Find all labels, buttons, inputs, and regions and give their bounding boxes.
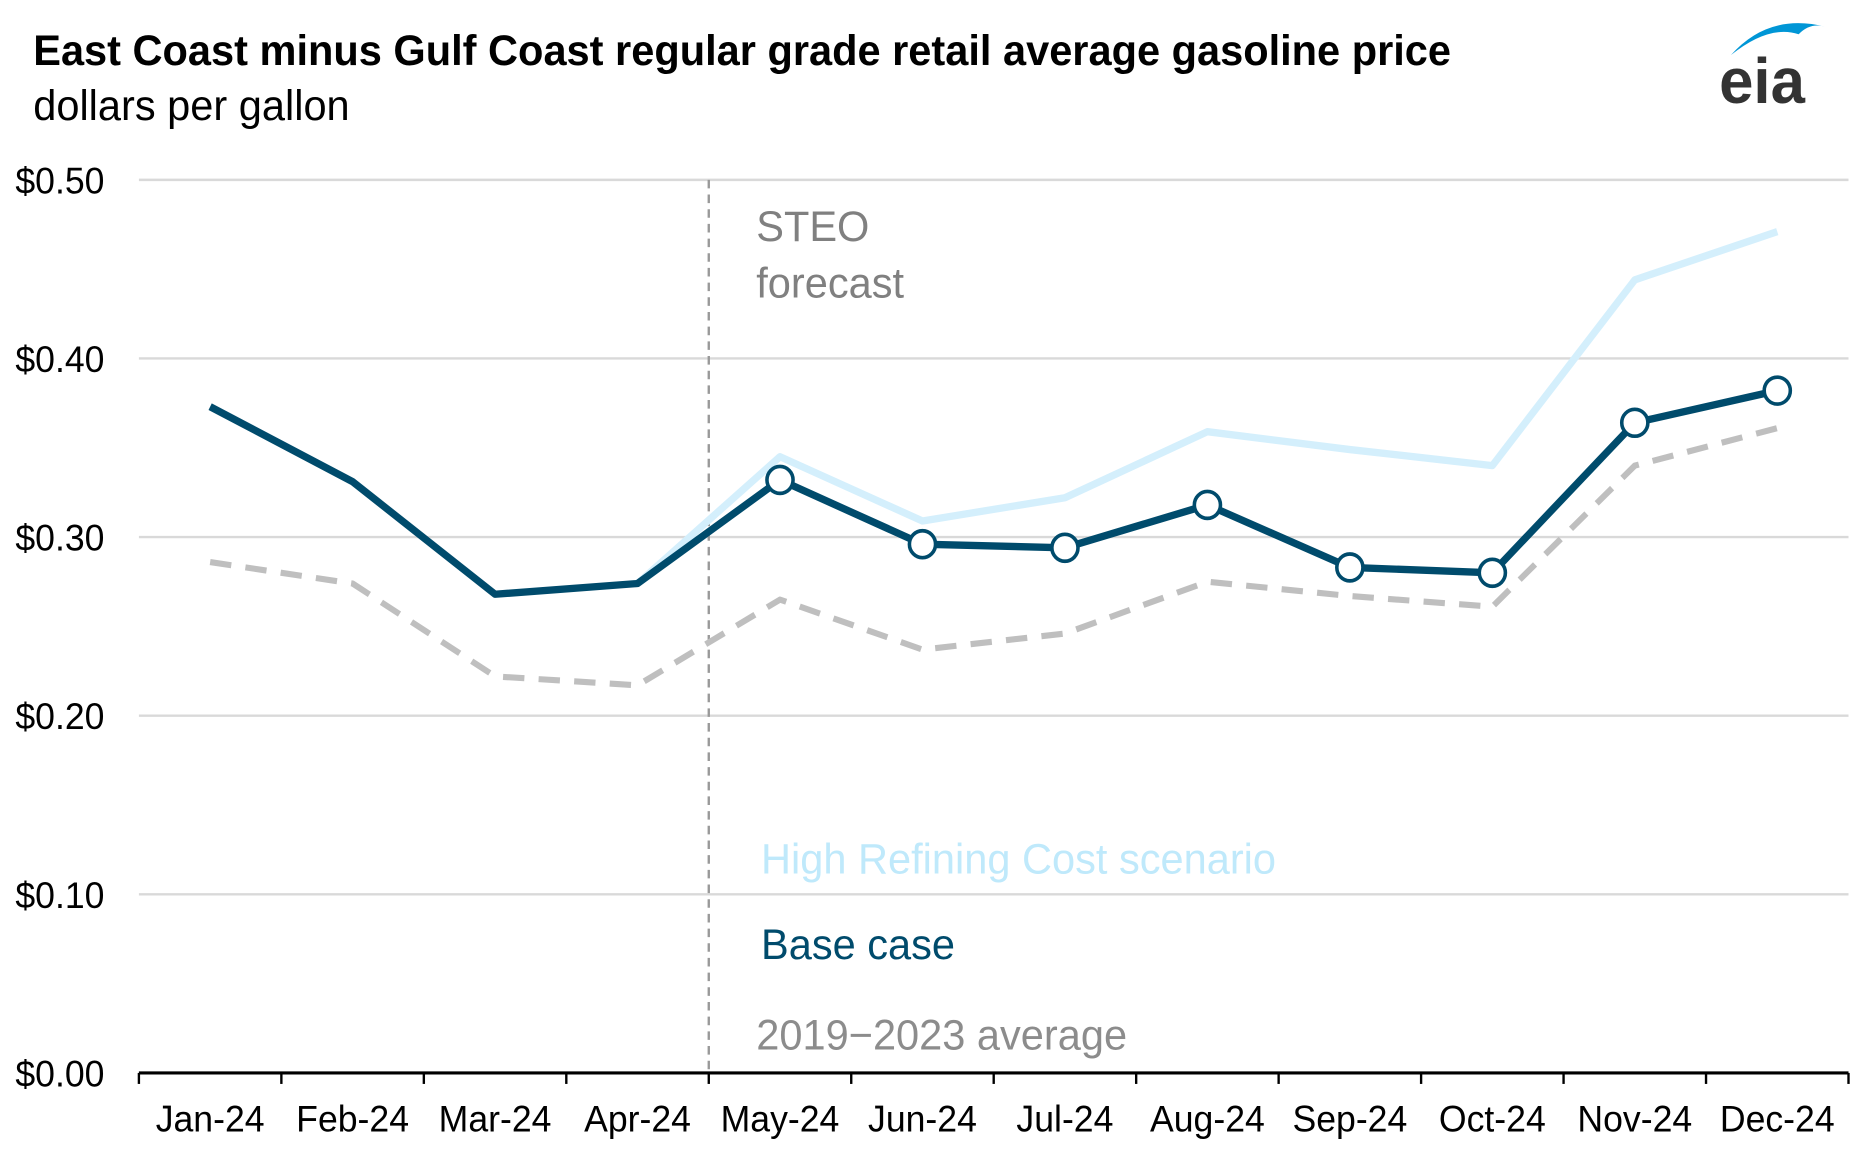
base-case-marker [907,528,938,560]
x-tick-label: Sep-24 [1292,1098,1407,1140]
x-tick-label: Jan-24 [156,1098,265,1140]
y-tick-label: $0.30 [15,517,104,559]
x-tick-label: May-24 [721,1098,840,1140]
base-case-marker [1619,407,1650,439]
forecast-label-line1: STEO [756,202,869,250]
x-tick-label: Jul-24 [1016,1098,1113,1140]
base-case-marker [1335,552,1365,583]
high-refining-cost-line [635,228,1779,587]
base-case-line [208,387,1779,598]
base-case-marker [1050,532,1080,564]
y-tick-label: $0.00 [15,1053,104,1095]
y-tick-label: $0.10 [15,874,104,916]
base-case-marker [1192,489,1223,521]
x-tick-label: Feb-24 [296,1098,409,1140]
y-tick-label: $0.50 [15,160,104,202]
x-tick-label: Apr-24 [584,1098,691,1140]
x-tick-label: Aug-24 [1150,1098,1265,1140]
chart-subtitle: dollars per gallon [33,81,349,129]
legend-base-case: Base case [761,921,955,969]
x-tick-label: Jun-24 [868,1098,977,1140]
x-tick-label: Mar-24 [439,1098,552,1140]
eia-logo: eia [1719,23,1826,117]
y-tick-label: $0.40 [15,338,104,380]
base-case-marker [1762,375,1793,406]
x-tick-label: Nov-24 [1577,1098,1692,1140]
y-tick-label: $0.20 [15,696,104,738]
base-case-marker [1477,557,1508,589]
legend-high-refining-cost: High Refining Cost scenario [761,835,1276,883]
forecast-label-line2: forecast [756,259,904,307]
legend-2019-2023-average: 2019−2023 average [756,1011,1127,1059]
base-case-marker [765,464,795,496]
chart-title: East Coast minus Gulf Coast regular grad… [33,26,1451,74]
svg-text:eia: eia [1719,46,1806,117]
x-tick-label: Dec-24 [1720,1098,1835,1140]
x-tick-label: Oct-24 [1439,1098,1546,1140]
